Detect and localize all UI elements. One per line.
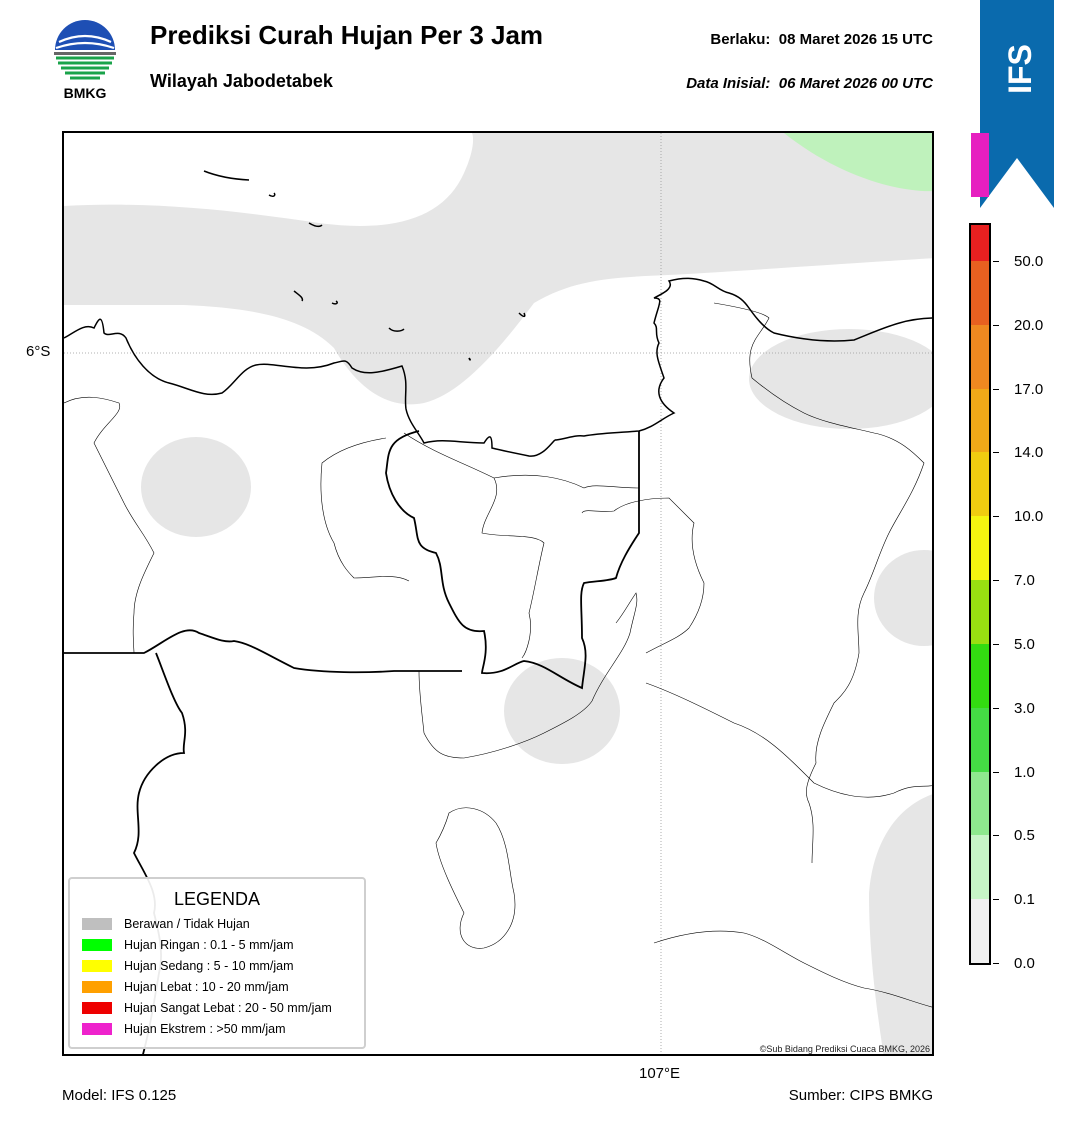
legend-label: Hujan Sedang : 5 - 10 mm/jam	[124, 959, 294, 973]
colorbar-segment	[971, 707, 989, 772]
legend-label: Hujan Ekstrem : >50 mm/jam	[124, 1022, 286, 1036]
source-label: Sumber: CIPS BMKG	[788, 1087, 933, 1104]
model-label: Model: IFS 0.125	[62, 1087, 177, 1104]
light-rain-area-ne	[784, 133, 932, 192]
colorbar-tick-label: 1.0	[1014, 763, 1035, 781]
colorbar-segment	[971, 835, 989, 900]
colorbar-tick	[993, 452, 999, 454]
legend-swatch	[82, 918, 112, 930]
colorbar-tick-label: 14.0	[1014, 444, 1044, 462]
colorbar-segment	[971, 580, 989, 644]
region-subtitle: Wilayah Jabodetabek	[150, 71, 333, 91]
cloud-areas	[64, 133, 932, 1054]
colorbar-tick	[993, 835, 999, 837]
colorbar-tick	[993, 771, 999, 773]
logo-text: BMKG	[64, 85, 107, 101]
legend-title: LEGENDA	[173, 889, 261, 909]
coastline	[64, 170, 932, 457]
legend-label: Hujan Ringan : 0.1 - 5 mm/jam	[124, 938, 294, 952]
colorbar-tick-label: 0.1	[1014, 891, 1035, 909]
colorbar-tick	[993, 261, 999, 262]
valid-time: Berlaku: 08 Maret 2026 15 UTC	[710, 31, 933, 48]
banner-text: IFS	[1002, 44, 1038, 94]
valid-value: 08 Maret 2026 15 UTC	[778, 31, 933, 48]
page-title: Prediksi Curah Hujan Per 3 Jam	[150, 20, 544, 50]
colorbar-tick	[993, 580, 999, 582]
latitude-label: 6°S	[26, 343, 51, 360]
cloud-area-north	[64, 133, 932, 405]
ifs-banner: IFS	[980, 0, 1054, 208]
colorbar-tick	[993, 324, 999, 326]
legend-swatch	[82, 939, 112, 951]
colorbar	[969, 133, 991, 965]
cloud-area-east-1	[749, 329, 932, 429]
colorbar-tick	[993, 643, 999, 645]
copyright-text: ©Sub Bidang Prediksi Cuaca BMKG, 2026	[759, 1044, 930, 1054]
cloud-area-southeast	[869, 794, 932, 1054]
colorbar-segment	[971, 771, 989, 836]
colorbar-tick	[993, 899, 999, 901]
colorbar-segment	[971, 643, 989, 708]
colorbar-tick-label: 10.0	[1014, 508, 1044, 526]
init-label: Data Inisial:	[686, 75, 771, 92]
legend-swatch	[82, 981, 112, 993]
legend-label: Hujan Sangat Lebat : 20 - 50 mm/jam	[124, 1001, 332, 1015]
colorbar-tick-label: 20.0	[1014, 316, 1044, 334]
colorbar-tick	[993, 707, 999, 709]
legend-label: Berawan / Tidak Hujan	[124, 917, 250, 931]
legend-label: Hujan Lebat : 10 - 20 mm/jam	[124, 980, 289, 994]
cloud-area-west	[141, 437, 251, 537]
colorbar-segment	[971, 899, 989, 963]
cloud-area-center	[504, 658, 620, 764]
colorbar-segment	[971, 324, 989, 389]
legend-swatch	[82, 1002, 112, 1014]
bmkg-logo: BMKG	[50, 20, 120, 102]
colorbar-segment	[971, 516, 989, 581]
cloud-area-east-2	[874, 550, 932, 646]
init-value: 06 Maret 2026 00 UTC	[778, 75, 933, 92]
colorbar-tick-label: 0.0	[1014, 955, 1035, 972]
legend-swatch	[82, 960, 112, 972]
colorbar-tick-label: 50.0	[1014, 253, 1044, 270]
colorbar-tick-label: 17.0	[1014, 380, 1044, 398]
valid-label: Berlaku:	[710, 31, 771, 48]
colorbar-tick-label: 0.5	[1014, 827, 1035, 845]
colorbar-tick-label: 7.0	[1014, 572, 1035, 590]
colorbar-segment	[971, 452, 989, 517]
colorbar-tick	[993, 388, 999, 390]
colorbar-segment	[971, 388, 989, 453]
colorbar-tick-label: 5.0	[1014, 635, 1035, 653]
regency-boundaries	[64, 302, 932, 1008]
colorbar-segment	[971, 225, 989, 261]
colorbar-tick	[993, 516, 999, 518]
colorbar-segment	[971, 133, 989, 198]
legend-swatch	[82, 1023, 112, 1035]
longitude-label: 107°E	[639, 1065, 681, 1082]
init-time: Data Inisial: 06 Maret 2026 00 UTC	[686, 75, 933, 92]
gridlines	[64, 133, 932, 1054]
legend-box: LEGENDA Berawan / Tidak Hujan Hujan Ringa…	[68, 877, 366, 1049]
colorbar-segment	[971, 261, 989, 325]
colorbar-tick-label: 3.0	[1014, 699, 1035, 717]
colorbar-tick	[993, 963, 999, 964]
